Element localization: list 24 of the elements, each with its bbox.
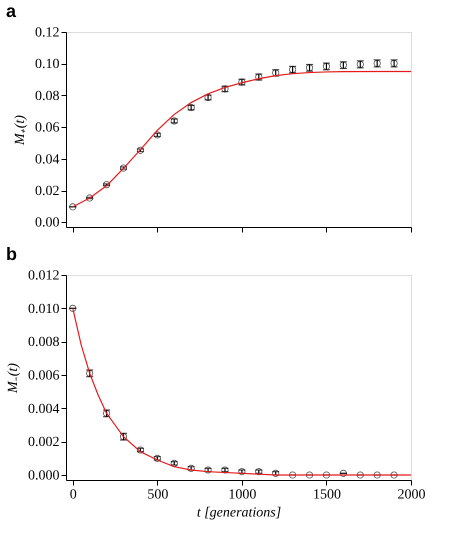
x-tick-label: 500 (147, 488, 168, 502)
chart-title: b (6, 244, 17, 264)
y-tick-label: 0.008 (28, 335, 60, 350)
y-tick-label: 0.006 (28, 368, 60, 384)
y-axis-title: M₊(t) (13, 114, 28, 146)
y-tick-label: 0.000 (28, 468, 60, 484)
x-tick-label: 1000 (228, 488, 256, 502)
y-tick-label: 0.04 (35, 152, 60, 168)
y-tick-label: 0.012 (28, 268, 60, 284)
y-tick-label: 0.004 (28, 402, 60, 417)
x-tick-label: 0 (70, 488, 77, 502)
y-tick-label: 0.12 (35, 26, 60, 40)
y-tick-label: 0.002 (28, 435, 60, 450)
y-tick-label: 0.00 (35, 216, 60, 231)
y-tick-label: 0.02 (35, 184, 60, 200)
x-tick-label: 1500 (312, 488, 341, 502)
y-tick-label: 0.10 (35, 57, 60, 72)
y-axis-title: M₋(t) (6, 362, 21, 394)
chart-title: a (6, 1, 17, 21)
y-tick-label: 0.06 (35, 120, 60, 136)
x-axis-title: t [generations] (196, 506, 282, 520)
y-tick-label: 0.08 (35, 88, 60, 104)
y-tick-label: 0.010 (28, 302, 60, 317)
x-tick-label: 2000 (398, 488, 426, 502)
